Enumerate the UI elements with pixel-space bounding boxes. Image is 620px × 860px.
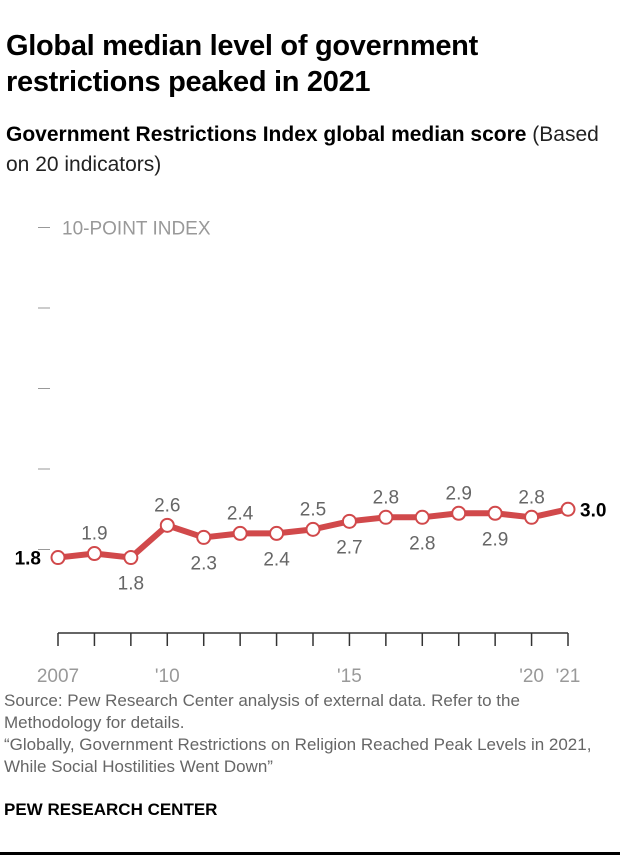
data-label: 2.8 — [518, 487, 544, 508]
data-point — [560, 501, 576, 517]
data-point — [232, 525, 248, 541]
data-label: 2.8 — [373, 487, 399, 508]
data-label: 2.8 — [409, 533, 435, 554]
data-point — [123, 550, 139, 566]
data-label: 2.6 — [154, 495, 180, 516]
chart-title: Global median level of government restri… — [6, 30, 478, 98]
data-label: 1.8 — [118, 574, 144, 595]
data-label: 2.7 — [336, 537, 362, 558]
report-title: “Globally, Government Restrictions on Re… — [4, 735, 592, 776]
data-label: 2.4 — [263, 549, 290, 570]
brand-logo: PEW RESEARCH CENTER — [4, 800, 218, 819]
data-point — [86, 546, 102, 562]
x-tick-label: '10 — [155, 666, 180, 687]
x-tick-label: '20 — [519, 666, 544, 687]
source-text: Source: Pew Research Center analysis of … — [4, 691, 520, 732]
bottom-rule — [0, 852, 620, 855]
subtitle-bold: Government Restrictions Index global med… — [6, 123, 527, 146]
data-label: 1.8 — [15, 549, 41, 570]
chart-subtitle: Government Restrictions Index global med… — [6, 120, 606, 180]
data-label: 2.9 — [482, 529, 508, 550]
data-point — [341, 513, 357, 529]
line-chart: 10-POINT INDEX 2007 '10 '15 '20 '21 1.8 1.9 1.8 2… — [15, 219, 607, 688]
x-tick-label: '15 — [337, 666, 362, 687]
data-label: 2.3 — [191, 553, 217, 574]
data-point — [378, 509, 394, 525]
data-label: 1.9 — [81, 524, 107, 545]
data-point — [451, 505, 467, 521]
data-point — [414, 509, 430, 525]
data-point — [159, 517, 175, 533]
data-point — [196, 529, 212, 545]
subtitle-rest: (Based on 20 indicators) — [6, 123, 599, 176]
x-tick-label: 2007 — [37, 666, 79, 687]
data-point — [487, 505, 503, 521]
data-label: 2.5 — [300, 499, 326, 520]
data-label: 2.4 — [227, 503, 254, 524]
data-point — [269, 525, 285, 541]
data-label: 2.9 — [446, 483, 472, 504]
y-axis-label: 10-POINT INDEX — [62, 219, 211, 240]
data-point — [305, 521, 321, 537]
data-point — [524, 509, 540, 525]
data-label: 3.0 — [580, 500, 606, 521]
source-note: Source: Pew Research Center analysis of … — [4, 690, 616, 778]
data-point — [50, 550, 66, 566]
x-tick-label: '21 — [556, 666, 581, 687]
